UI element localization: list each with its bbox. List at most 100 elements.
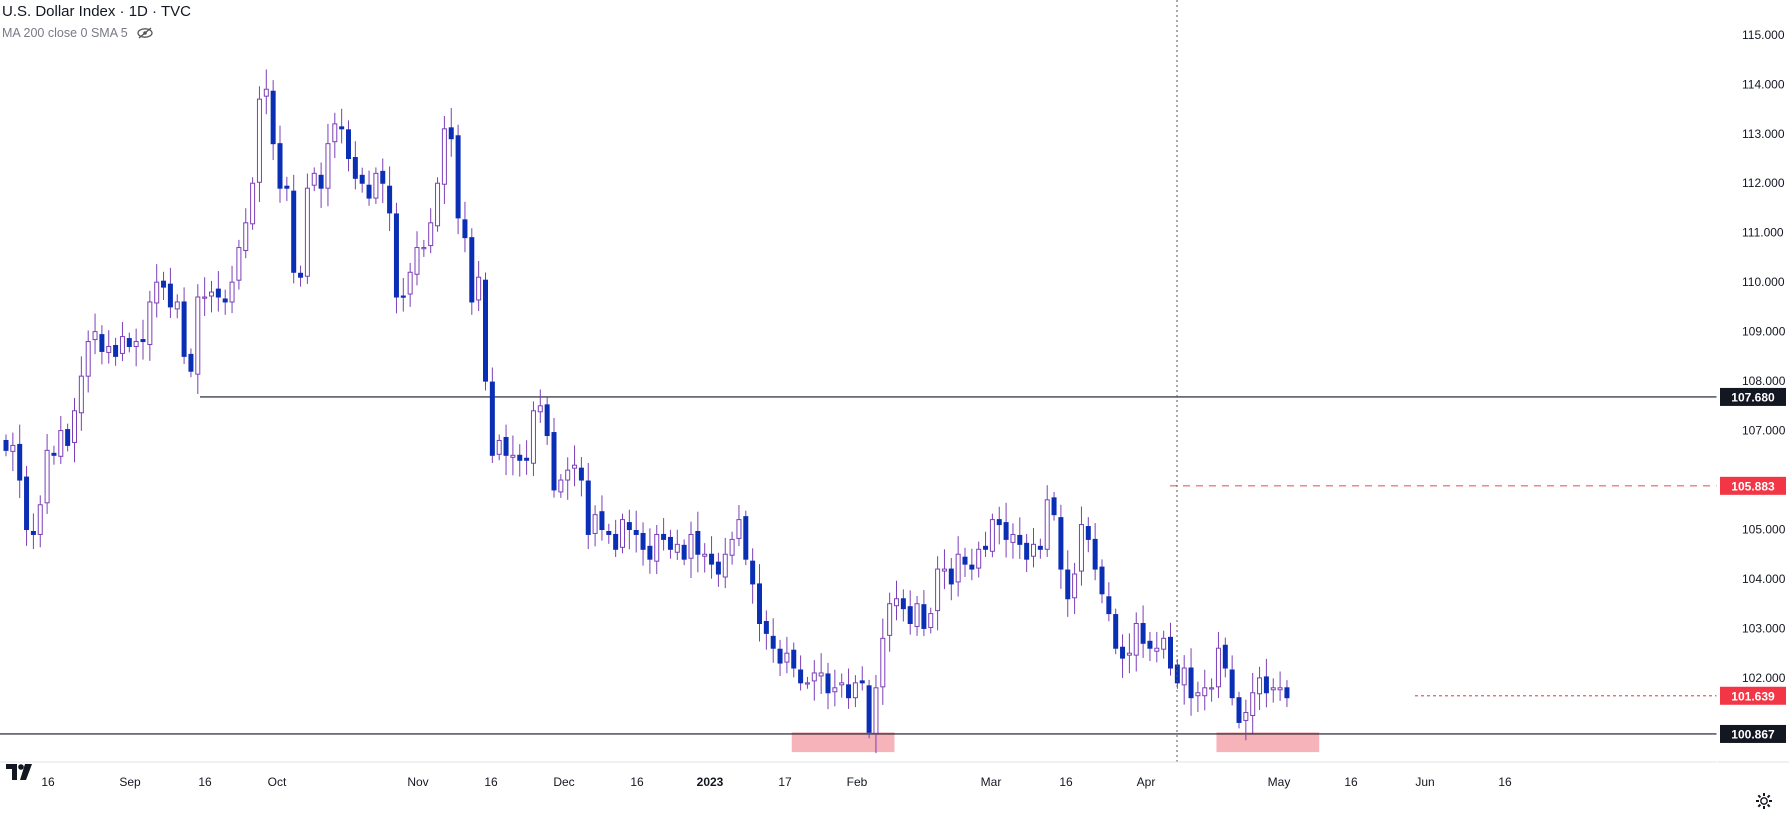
candle-body (209, 291, 214, 297)
candle-body (866, 685, 872, 733)
candle-body (277, 143, 283, 189)
candle-body (1106, 596, 1112, 615)
candle-body (352, 157, 358, 179)
level-price-label: 105.883 (1731, 479, 1775, 493)
candle-body (558, 479, 564, 493)
tradingview-logo-icon[interactable] (6, 762, 38, 787)
price-tick-label: 108.000 (1742, 374, 1786, 388)
candle-body (565, 469, 571, 481)
candle-body (58, 430, 64, 457)
candle-body (236, 247, 242, 281)
candle-body (229, 281, 235, 303)
candle-body (455, 135, 461, 219)
candle-body (969, 564, 975, 570)
candle-body (496, 439, 502, 455)
time-tick-label: 16 (198, 775, 212, 789)
candle-body (818, 672, 824, 677)
candle-body (1078, 524, 1084, 572)
candle-body (1161, 637, 1167, 650)
candle-body (1202, 687, 1208, 697)
candle-body (1010, 533, 1016, 543)
candle-body (620, 519, 625, 548)
level-price-badge (1720, 476, 1786, 495)
candle-body (387, 185, 393, 214)
candle-body (722, 553, 728, 578)
price-tick-label: 115.000 (1742, 28, 1785, 42)
candle-body (640, 532, 646, 550)
price-tick-label: 105.000 (1742, 523, 1786, 537)
candle-body (256, 98, 262, 183)
candle-body (633, 529, 639, 535)
candle-body (804, 682, 810, 685)
candle-body (750, 560, 756, 585)
candle-body (106, 345, 112, 353)
candle-body (1065, 569, 1071, 600)
candle-body (72, 410, 77, 443)
candle-body (140, 339, 146, 343)
candle-body (99, 334, 105, 352)
support-zone (791, 732, 895, 753)
candle-body (1126, 652, 1132, 656)
price-tick-label: 104.000 (1742, 572, 1786, 586)
candle-body (400, 295, 406, 298)
candle-body (1270, 687, 1276, 691)
candle-body (1263, 676, 1269, 694)
candle-body (907, 606, 913, 624)
candle-body (989, 519, 995, 552)
candle-body (37, 504, 43, 535)
candle-body (811, 672, 817, 682)
candle-body (147, 301, 153, 346)
candle-body (270, 90, 276, 145)
time-tick-label: 16 (630, 775, 644, 789)
candle-body (161, 280, 167, 288)
candle-body (743, 516, 749, 560)
time-tick-label: Apr (1137, 775, 1156, 789)
time-tick-label: 16 (1059, 775, 1073, 789)
candle-body (763, 621, 769, 634)
candle-body (407, 271, 413, 295)
time-tick-label: 2023 (697, 775, 724, 789)
candle-body (421, 247, 427, 250)
price-axis: 115.000 114.000 113.000 112.000 111.000 110.0… (1742, 28, 1786, 685)
candle-body (441, 128, 447, 185)
candle-body (1085, 526, 1091, 540)
candle-body (373, 172, 379, 199)
candle-body (476, 276, 482, 301)
candle-body (304, 187, 310, 277)
candle-body (537, 405, 543, 413)
indicator-label: MA 200 close 0 SMA 5 (2, 26, 128, 40)
time-tick-label: Sep (119, 775, 141, 789)
candle-body (393, 213, 399, 298)
level-price-badge (1720, 686, 1786, 705)
candle-body (1257, 677, 1263, 695)
time-tick-label: May (1268, 775, 1291, 789)
candle-body (222, 298, 228, 303)
candle-body (524, 457, 530, 461)
candle-body (914, 603, 920, 627)
candle-body (483, 279, 488, 382)
eye-crossed-icon[interactable] (136, 27, 154, 39)
candle-body (462, 219, 468, 239)
candle-body (606, 530, 612, 535)
candle-body (332, 123, 338, 143)
time-tick-label: Nov (407, 775, 428, 789)
candle-body (592, 514, 598, 534)
candle-body (1147, 640, 1153, 649)
time-tick-label: 16 (1498, 775, 1512, 789)
candle-body (126, 338, 132, 347)
candle-body (311, 172, 317, 186)
candle-body (1051, 497, 1057, 516)
candles-layer (3, 69, 1290, 754)
candle-body (976, 548, 982, 569)
gear-icon[interactable] (1755, 792, 1773, 815)
candle-body (119, 336, 125, 354)
candle-body (250, 182, 256, 225)
candle-body (263, 88, 269, 97)
candle-body (757, 583, 762, 624)
candle-body (647, 545, 653, 560)
candle-body (113, 344, 119, 357)
candle-body (928, 613, 934, 628)
time-tick-label: 16 (1344, 775, 1358, 789)
candle-body (613, 533, 619, 550)
